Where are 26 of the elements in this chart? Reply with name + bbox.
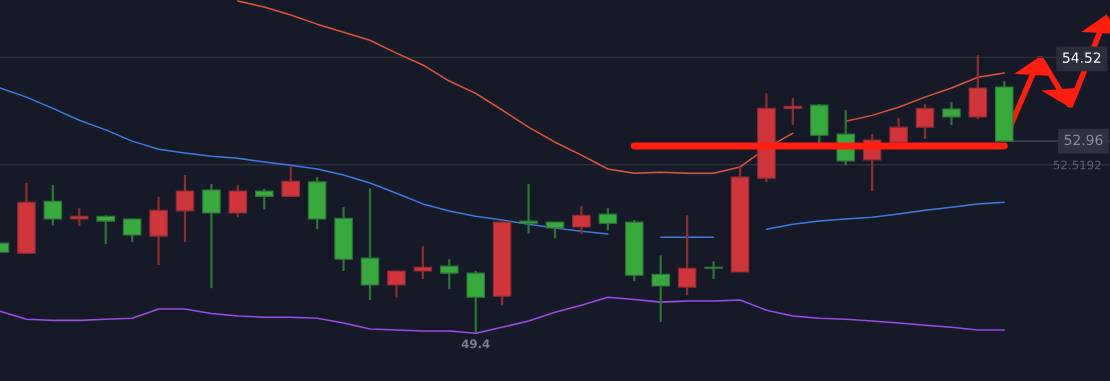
candlestick — [677, 214, 697, 297]
candlestick — [43, 184, 63, 227]
line-series — [0, 296, 1006, 335]
candlestick — [783, 97, 803, 127]
candlestick — [413, 245, 433, 281]
candlestick — [704, 260, 723, 281]
candlestick — [281, 165, 300, 199]
candlestick — [651, 254, 670, 324]
candlestick — [942, 100, 961, 127]
candlestick — [175, 173, 195, 244]
candlestick — [572, 204, 591, 236]
candlestick — [519, 182, 538, 235]
candlestick — [228, 184, 248, 219]
candlestick — [202, 182, 221, 290]
candlestick — [96, 214, 115, 246]
y-tick-label: 54.52 — [1062, 52, 1101, 63]
ref-line-label: 52.96 — [1064, 134, 1103, 146]
candlestick — [440, 258, 459, 291]
candlestick — [122, 217, 142, 244]
candlestick — [387, 269, 406, 299]
candlestick — [255, 187, 274, 211]
candlestick — [598, 207, 618, 232]
y-tick-label: 52.5192 — [1053, 160, 1101, 170]
candlestick — [889, 116, 908, 144]
annotation: 49.4 — [461, 339, 490, 349]
candlestick — [915, 102, 935, 141]
